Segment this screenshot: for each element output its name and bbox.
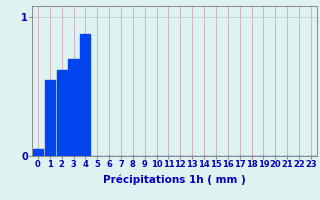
Bar: [57, 70, 67, 156]
Bar: [68, 59, 79, 156]
Bar: [45, 80, 55, 156]
X-axis label: Précipitations 1h ( mm ): Précipitations 1h ( mm ): [103, 175, 246, 185]
Bar: [80, 34, 91, 156]
Bar: [33, 149, 43, 156]
